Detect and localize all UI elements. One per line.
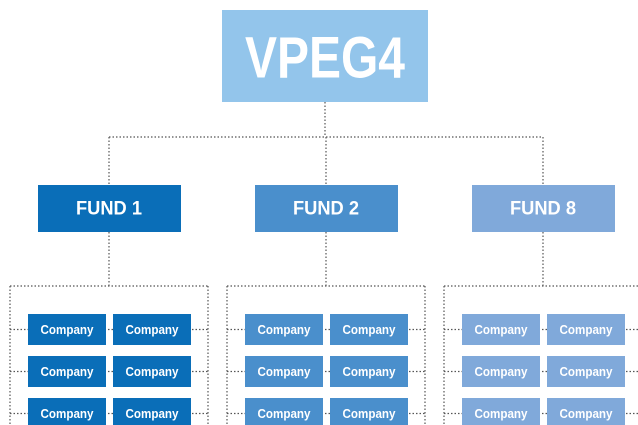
company-box — [113, 398, 191, 425]
fund-box — [255, 185, 398, 232]
company-label: Company — [126, 364, 180, 379]
fund-label: FUND 2 — [293, 199, 359, 220]
company-box — [245, 398, 323, 425]
connector — [108, 102, 544, 185]
connector — [443, 232, 638, 425]
company-label: Company — [126, 322, 180, 337]
fund-label: FUND 8 — [510, 199, 576, 220]
company-label: Company — [343, 406, 397, 421]
connector — [226, 232, 426, 425]
company-box — [547, 314, 625, 345]
company-box — [462, 356, 540, 387]
root-box — [222, 10, 428, 102]
company-label: Company — [41, 322, 95, 337]
company-box — [245, 314, 323, 345]
company-box — [28, 398, 106, 425]
company-label: Company — [258, 406, 312, 421]
company-label: Company — [560, 406, 614, 421]
company-label: Company — [343, 364, 397, 379]
company-box — [28, 356, 106, 387]
company-label: Company — [41, 364, 95, 379]
root-label: VPEG4 — [245, 26, 405, 91]
company-label: Company — [343, 322, 397, 337]
company-box — [113, 356, 191, 387]
company-label: Company — [560, 364, 614, 379]
fund-box — [472, 185, 615, 232]
company-label: Company — [475, 364, 529, 379]
company-label: Company — [258, 322, 312, 337]
company-box — [113, 314, 191, 345]
company-box — [547, 398, 625, 425]
connector — [9, 232, 209, 425]
company-label: Company — [475, 406, 529, 421]
company-box — [330, 314, 408, 345]
company-label: Company — [126, 406, 180, 421]
company-label: Company — [475, 322, 529, 337]
company-label: Company — [258, 364, 312, 379]
company-box — [330, 356, 408, 387]
fund-label: FUND 1 — [76, 199, 142, 220]
company-box — [462, 314, 540, 345]
company-box — [28, 314, 106, 345]
company-box — [547, 356, 625, 387]
company-box — [245, 356, 323, 387]
company-label: Company — [560, 322, 614, 337]
company-box — [330, 398, 408, 425]
company-box — [462, 398, 540, 425]
company-label: Company — [41, 406, 95, 421]
fund-box — [38, 185, 181, 232]
